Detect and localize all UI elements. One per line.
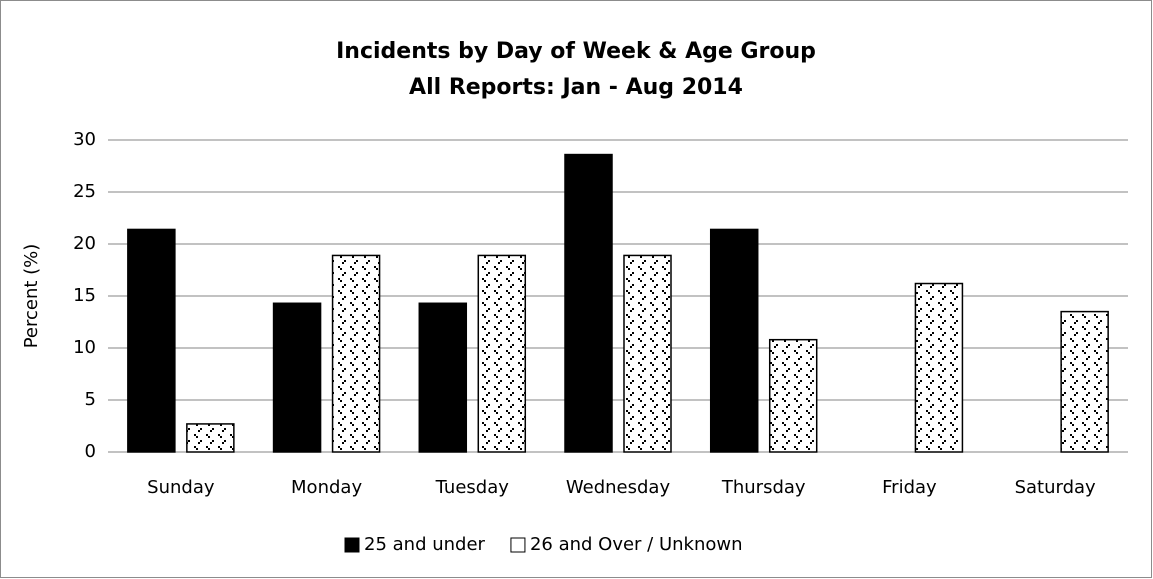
bar <box>768 338 818 453</box>
y-tick-label: 20 <box>73 233 96 254</box>
bar <box>331 254 381 453</box>
bar <box>186 423 235 453</box>
bar <box>914 282 964 453</box>
x-tick-label: Saturday <box>1015 477 1096 498</box>
x-tick-label: Tuesday <box>435 477 510 498</box>
y-tick-label: 10 <box>73 337 96 358</box>
y-axis-label: Percent (%) <box>21 244 42 349</box>
bar <box>709 228 759 453</box>
chart-subtitle: All Reports: Jan - Aug 2014 <box>409 75 743 100</box>
x-tick-label: Monday <box>291 477 362 498</box>
legend-label: 25 and under <box>364 534 486 555</box>
bar <box>477 254 527 453</box>
y-tick-label: 0 <box>85 441 96 462</box>
legend-swatch <box>344 537 360 553</box>
x-tick-label: Friday <box>882 477 937 498</box>
bar <box>623 254 672 453</box>
bar <box>418 302 468 453</box>
x-tick-label: Thursday <box>721 477 806 498</box>
y-tick-label: 5 <box>85 389 96 410</box>
chart-title: Incidents by Day of Week & Age Group <box>336 39 816 64</box>
x-tick-label: Sunday <box>147 477 215 498</box>
bar <box>1060 310 1109 453</box>
x-tick-label: Wednesday <box>566 477 671 498</box>
bar <box>564 153 613 453</box>
y-tick-label: 15 <box>73 285 96 306</box>
legend-label: 26 and Over / Unknown <box>530 534 743 555</box>
bar <box>272 302 322 453</box>
y-tick-label: 30 <box>73 129 96 150</box>
bar <box>127 228 176 453</box>
legend-swatch <box>510 537 526 553</box>
y-tick-label: 25 <box>73 181 96 202</box>
